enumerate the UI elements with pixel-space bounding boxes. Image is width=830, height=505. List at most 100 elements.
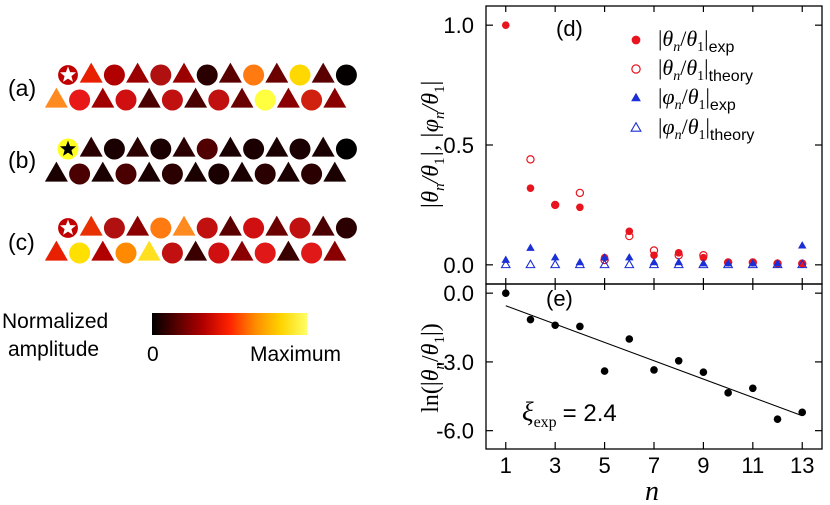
legend-entry: |φn/θ1|theory bbox=[658, 114, 754, 144]
data-point-e bbox=[551, 321, 559, 330]
bottom-row-node-2 bbox=[91, 87, 115, 108]
legend-bar: | bbox=[706, 114, 710, 139]
legend-subscript-n: n bbox=[673, 40, 680, 55]
top-row-node-6 bbox=[196, 64, 218, 86]
data-point-e bbox=[798, 408, 807, 417]
bottom-row-node-0 bbox=[44, 87, 68, 108]
top-row-node-5 bbox=[172, 62, 196, 83]
data-point-d-s3 bbox=[549, 259, 561, 269]
data-point-d-s3 bbox=[772, 259, 783, 269]
bottom-row-node-1 bbox=[69, 163, 91, 185]
site-ring bbox=[56, 216, 80, 240]
x-tick-label: 13 bbox=[790, 453, 814, 478]
legend-subscript-n: n bbox=[675, 98, 682, 113]
top-row-node-6 bbox=[196, 217, 218, 239]
x-tick-label: 1 bbox=[500, 453, 512, 478]
legend-marker bbox=[631, 35, 641, 45]
x-tick-label: 3 bbox=[549, 453, 561, 478]
data-point-d-s2 bbox=[575, 257, 585, 266]
legend-marker bbox=[631, 92, 641, 102]
y-label-part-d: /θ bbox=[418, 165, 444, 186]
top-row-node-4 bbox=[150, 138, 172, 160]
panel-label-e: (e) bbox=[546, 286, 573, 311]
top-row-node-8 bbox=[243, 138, 265, 160]
data-point-e bbox=[773, 415, 782, 424]
bottom-row-node-3 bbox=[115, 89, 137, 111]
top-row-node-7 bbox=[218, 136, 242, 157]
x-tick-label: 9 bbox=[697, 453, 709, 478]
annotation-value: = 2.4 bbox=[563, 400, 617, 427]
top-row-node-10 bbox=[289, 138, 311, 160]
data-point-d-s3 bbox=[673, 259, 684, 269]
bottom-row-node-11 bbox=[301, 89, 323, 111]
plot-frame-d bbox=[485, 5, 823, 285]
top-row-node-5 bbox=[172, 215, 196, 236]
legend-entry: |θn/θ1|theory bbox=[658, 55, 753, 85]
bottom-row-node-8 bbox=[230, 240, 254, 261]
bottom-row-node-1 bbox=[69, 242, 91, 264]
top-row-node-3 bbox=[126, 215, 150, 236]
legend-bar: | bbox=[658, 26, 662, 51]
y-label-part-e: 1 bbox=[432, 336, 448, 344]
bottom-row-node-6 bbox=[184, 161, 208, 182]
data-point-d-s3 bbox=[599, 259, 610, 269]
legend-marker bbox=[630, 121, 642, 132]
data-point-d-s0 bbox=[798, 259, 807, 268]
data-point-e bbox=[600, 367, 609, 375]
y-label-part-d: |, |φ bbox=[418, 119, 444, 157]
data-point-d-s0 bbox=[551, 201, 559, 209]
bottom-row-node-3 bbox=[115, 242, 137, 264]
legend-theta: θ bbox=[688, 84, 699, 109]
top-row-node-2 bbox=[103, 64, 125, 86]
data-point-d-s3 bbox=[500, 259, 511, 269]
data-point-d-s2 bbox=[526, 243, 535, 251]
data-point-d-s2 bbox=[674, 257, 683, 266]
legend-sub-label: exp bbox=[710, 97, 736, 114]
legend-sub-label: theory bbox=[710, 127, 754, 144]
bottom-row-node-6 bbox=[184, 87, 208, 108]
data-point-e bbox=[526, 315, 535, 324]
star-icon bbox=[59, 140, 77, 156]
data-point-e bbox=[749, 384, 757, 393]
lattice-label-a: (a) bbox=[8, 75, 36, 101]
data-point-d-s1 bbox=[649, 246, 659, 255]
legend-slash: / bbox=[682, 84, 689, 109]
bottom-row-node-12 bbox=[323, 161, 347, 182]
colormap-bar bbox=[152, 313, 307, 335]
bottom-row-node-12 bbox=[323, 240, 347, 261]
fit-annotation: ξexp = 2.4 bbox=[522, 397, 617, 431]
top-row-node-11 bbox=[311, 215, 335, 236]
legend-symbol: θ bbox=[662, 26, 673, 51]
legend-sub-label: theory bbox=[709, 68, 753, 85]
data-point-d-s1 bbox=[625, 231, 634, 241]
bottom-row-node-4 bbox=[137, 87, 161, 108]
legend-symbol: φ bbox=[662, 84, 674, 109]
colormap-label-line2: amplitude bbox=[8, 338, 99, 361]
bottom-row-node-9 bbox=[254, 242, 276, 264]
bottom-row-node-0 bbox=[44, 161, 68, 182]
colormap-min-label: 0 bbox=[147, 343, 159, 366]
data-point-e bbox=[576, 322, 584, 331]
top-row-node-12 bbox=[335, 64, 357, 86]
chart-panel-d: 0.00.51.0 (d) |θn/θ1|exp|θn/θ1|theory|φn… bbox=[418, 5, 823, 285]
bottom-row-node-11 bbox=[301, 242, 323, 264]
top-row-node-2 bbox=[103, 217, 125, 239]
data-point-d-s3 bbox=[747, 259, 759, 269]
bottom-row-node-4 bbox=[137, 161, 161, 182]
data-point-e bbox=[625, 335, 634, 343]
top-row-node-9 bbox=[265, 62, 289, 83]
top-row-node-8 bbox=[243, 217, 265, 239]
top-row-node-12 bbox=[335, 138, 357, 160]
data-point-d-s0 bbox=[674, 249, 683, 257]
legend-slash: / bbox=[682, 114, 689, 139]
bottom-row-node-5 bbox=[161, 163, 183, 185]
legend-symbol: φ bbox=[662, 114, 674, 139]
y-label-part-d: /θ bbox=[418, 93, 444, 114]
data-marks-e bbox=[501, 289, 807, 424]
bottom-row-node-11 bbox=[301, 163, 323, 185]
data-point-e bbox=[724, 389, 732, 397]
top-row-node-2 bbox=[103, 138, 125, 160]
colormap-legend: Normalized amplitude 0 Maximum bbox=[2, 310, 341, 366]
data-point-d-s0 bbox=[576, 203, 584, 212]
